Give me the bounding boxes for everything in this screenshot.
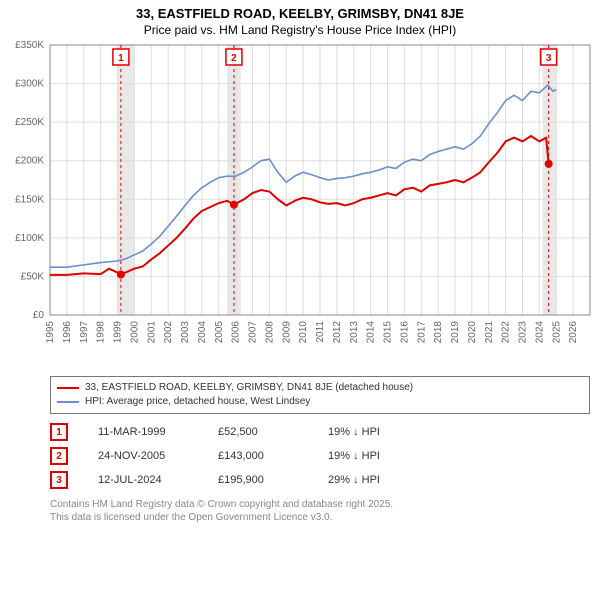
svg-text:2022: 2022 [501, 321, 512, 344]
svg-text:2002: 2002 [163, 321, 174, 344]
svg-text:2007: 2007 [248, 321, 259, 344]
titles: 33, EASTFIELD ROAD, KEELBY, GRIMSBY, DN4… [0, 0, 600, 37]
event-row: 2 24-NOV-2005 £143,000 19% ↓ HPI [50, 444, 590, 468]
chart-container: 33, EASTFIELD ROAD, KEELBY, GRIMSBY, DN4… [0, 0, 600, 524]
event-note: 29% ↓ HPI [328, 474, 428, 486]
svg-text:2010: 2010 [298, 321, 309, 344]
legend-row: HPI: Average price, detached house, West… [57, 395, 583, 409]
chart-svg: £0 £50K £100K £150K £200K £250K £300K £350K 1995… [0, 37, 600, 367]
svg-text:2021: 2021 [484, 321, 495, 344]
svg-text:1995: 1995 [45, 321, 56, 344]
svg-text:2000: 2000 [129, 321, 140, 344]
svg-text:1: 1 [118, 53, 124, 64]
event-row: 3 12-JUL-2024 £195,900 29% ↓ HPI [50, 468, 590, 492]
event-price: £195,900 [218, 474, 298, 486]
legend-swatch [57, 387, 79, 389]
title-main: 33, EASTFIELD ROAD, KEELBY, GRIMSBY, DN4… [10, 6, 590, 21]
svg-text:2025: 2025 [551, 321, 562, 344]
svg-text:£350K: £350K [15, 40, 44, 51]
event-note: 19% ↓ HPI [328, 450, 428, 462]
svg-text:£300K: £300K [15, 79, 44, 90]
svg-text:1997: 1997 [79, 321, 90, 344]
svg-text:2012: 2012 [332, 321, 343, 344]
event-date: 12-JUL-2024 [98, 474, 188, 486]
footnote-line: Contains HM Land Registry data © Crown c… [50, 498, 590, 511]
title-sub: Price paid vs. HM Land Registry's House … [10, 23, 590, 37]
svg-text:2013: 2013 [349, 321, 360, 344]
svg-text:2014: 2014 [366, 321, 377, 344]
svg-text:2024: 2024 [534, 321, 545, 344]
svg-text:2026: 2026 [568, 321, 579, 344]
svg-text:2019: 2019 [450, 321, 461, 344]
event-badge: 1 [50, 423, 68, 441]
legend-row: 33, EASTFIELD ROAD, KEELBY, GRIMSBY, DN4… [57, 381, 583, 395]
event-date: 11-MAR-1999 [98, 426, 188, 438]
footnote: Contains HM Land Registry data © Crown c… [50, 498, 590, 524]
legend: 33, EASTFIELD ROAD, KEELBY, GRIMSBY, DN4… [50, 376, 590, 414]
svg-text:2009: 2009 [281, 321, 292, 344]
svg-text:1998: 1998 [96, 321, 107, 344]
chart-area: £0 £50K £100K £150K £200K £250K £300K £350K 1995… [0, 37, 600, 372]
svg-text:£200K: £200K [15, 156, 44, 167]
svg-text:1996: 1996 [62, 321, 73, 344]
legend-label: 33, EASTFIELD ROAD, KEELBY, GRIMSBY, DN4… [85, 381, 413, 395]
event-badge: 2 [50, 447, 68, 465]
footnote-line: This data is licensed under the Open Gov… [50, 511, 590, 524]
svg-text:2: 2 [231, 53, 237, 64]
svg-text:£0: £0 [33, 310, 45, 321]
svg-text:2005: 2005 [214, 321, 225, 344]
event-price: £52,500 [218, 426, 298, 438]
svg-text:2008: 2008 [264, 321, 275, 344]
legend-label: HPI: Average price, detached house, West… [85, 395, 310, 409]
svg-text:2015: 2015 [383, 321, 394, 344]
svg-text:£50K: £50K [21, 271, 45, 282]
event-badge: 3 [50, 471, 68, 489]
legend-swatch [57, 401, 79, 403]
svg-text:2006: 2006 [231, 321, 242, 344]
svg-text:£100K: £100K [15, 233, 44, 244]
svg-text:2016: 2016 [399, 321, 410, 344]
event-price: £143,000 [218, 450, 298, 462]
svg-text:£250K: £250K [15, 117, 44, 128]
svg-text:£150K: £150K [15, 194, 44, 205]
svg-text:3: 3 [546, 53, 552, 64]
event-note: 19% ↓ HPI [328, 426, 428, 438]
svg-text:2011: 2011 [315, 321, 326, 343]
svg-text:2018: 2018 [433, 321, 444, 344]
event-date: 24-NOV-2005 [98, 450, 188, 462]
svg-text:2001: 2001 [146, 321, 157, 344]
svg-text:1999: 1999 [113, 321, 124, 344]
svg-text:2017: 2017 [416, 321, 427, 344]
event-row: 1 11-MAR-1999 £52,500 19% ↓ HPI [50, 420, 590, 444]
svg-text:2003: 2003 [180, 321, 191, 344]
svg-text:2020: 2020 [467, 321, 478, 344]
svg-text:2023: 2023 [518, 321, 529, 344]
svg-text:2004: 2004 [197, 321, 208, 344]
events-table: 1 11-MAR-1999 £52,500 19% ↓ HPI 2 24-NOV… [50, 420, 590, 492]
